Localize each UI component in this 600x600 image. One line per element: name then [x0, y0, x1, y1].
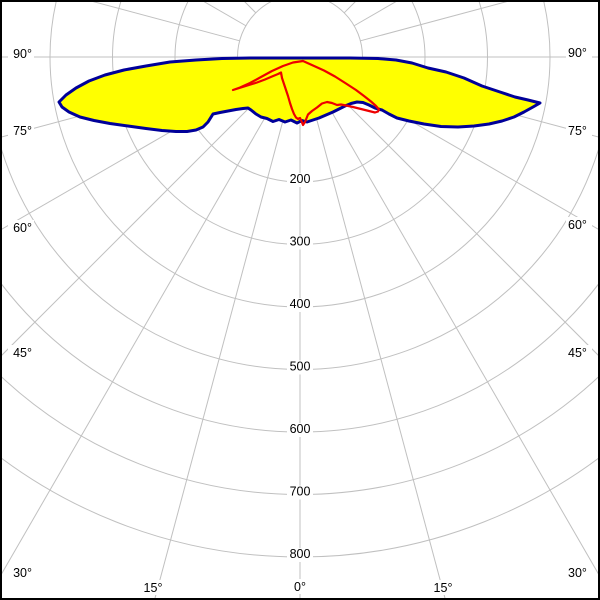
angle-label: 75° — [13, 124, 32, 138]
angle-label: 45° — [13, 346, 32, 360]
ring-label: 400 — [290, 297, 311, 311]
ring-label: 800 — [290, 547, 311, 561]
grid-radial-line — [315, 117, 446, 598]
angle-label: 75° — [568, 124, 587, 138]
angle-label: 15° — [434, 581, 453, 595]
grid-radial-line — [2, 110, 270, 575]
grid-radial-line — [360, 2, 508, 42]
angle-label: 0° — [294, 580, 306, 594]
ring-label: 300 — [290, 235, 311, 249]
angle-label: 90° — [568, 46, 587, 60]
grid-radial-line — [2, 100, 257, 356]
ring-label: 200 — [290, 172, 311, 186]
ring-label: 600 — [290, 422, 311, 436]
angle-label: 45° — [568, 346, 587, 360]
angle-label: 30° — [13, 566, 32, 580]
main-distribution-curve — [57, 56, 542, 133]
grid-radial-line — [2, 87, 247, 230]
grid-radial-line — [92, 2, 240, 42]
ring-label: 700 — [290, 485, 311, 499]
angle-label: 60° — [568, 218, 587, 232]
angle-label: 90° — [13, 47, 32, 61]
grid-radial-line — [330, 110, 598, 575]
ring-label: 500 — [290, 360, 311, 374]
angle-label: 15° — [144, 581, 163, 595]
secondary-plane-curve — [231, 59, 381, 127]
angle-labels: 90° 75° 60° 45° 30° 90° 75° 60° 45° 30° 15° 0° 15° — [8, 45, 592, 595]
grid-radial-line — [353, 87, 598, 230]
angle-label: 30° — [568, 566, 587, 580]
grid-radial-line — [154, 117, 285, 598]
grid-radial-line — [343, 100, 598, 356]
angle-label: 60° — [13, 221, 32, 235]
